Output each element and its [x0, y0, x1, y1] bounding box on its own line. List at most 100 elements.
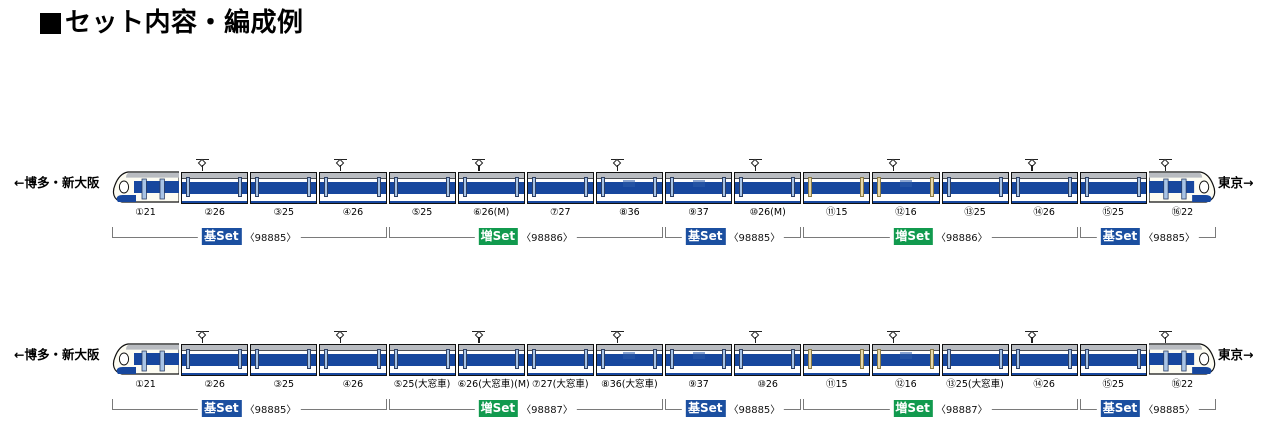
train-car-14 [1010, 330, 1078, 376]
skirt-stripe [942, 372, 1008, 375]
lower-white-stripe [873, 194, 939, 203]
car-body [526, 344, 594, 376]
car-body [457, 344, 525, 376]
upper-white-stripe [527, 351, 593, 354]
lower-white-stripe [527, 366, 593, 375]
car-door [808, 177, 813, 197]
set-bracket-tick [665, 227, 666, 238]
pantograph-icon [610, 330, 624, 343]
roof-stripe [1011, 345, 1077, 351]
car-window-group [623, 180, 636, 187]
lower-white-stripe [804, 194, 870, 203]
set-bracket-add: 増Set 〈98886〉 [388, 222, 663, 246]
set-bracket-tick [1079, 227, 1081, 238]
roof-stripe [251, 173, 317, 179]
car-body [665, 344, 733, 376]
car-number-label: ⑥26(大窓車)(M) [457, 379, 530, 390]
destination-label-right: 東京→ [1218, 347, 1254, 362]
skirt-stripe [251, 200, 317, 203]
set-label-group: 基Set 〈98885〉 [198, 228, 301, 245]
car-door [238, 177, 243, 197]
car-number-label: ⑦27(大窓車) [532, 379, 589, 390]
car-door [1067, 349, 1072, 369]
blue-band-stripe [735, 354, 801, 366]
car-number-label: ⑨37 [688, 207, 709, 218]
roof-stripe [942, 345, 1008, 351]
roof-stripe [251, 345, 317, 351]
set-bracket-base: 基Set 〈98885〉 [1079, 222, 1216, 246]
car-door [583, 177, 588, 197]
basic-set-badge: 基Set [202, 228, 242, 245]
blue-band-stripe [389, 182, 455, 194]
set-label-group: 基Set 〈98885〉 [198, 400, 301, 417]
skirt-stripe [1080, 200, 1146, 203]
lower-white-stripe [389, 194, 455, 203]
upper-white-stripe [1011, 351, 1077, 354]
lower-white-stripe [458, 366, 524, 375]
car-door [393, 349, 398, 369]
skirt-stripe [666, 200, 732, 203]
lower-white-stripe [182, 366, 248, 375]
upper-white-stripe [735, 179, 801, 182]
roof-stripe [666, 173, 732, 179]
car-number-label: ③25 [273, 379, 295, 390]
car-number-label: ②26 [204, 207, 225, 218]
cab-car-profile [112, 343, 180, 375]
car-body [250, 344, 318, 376]
train-car-2 [181, 158, 249, 204]
lower-white-stripe [596, 194, 662, 203]
car-door [462, 177, 467, 197]
car-number-label: ⑯22 [1171, 207, 1194, 218]
set-bracket-tick [112, 227, 113, 238]
lower-white-stripe [458, 194, 524, 203]
set-label-group: 増Set 〈98887〉 [474, 400, 577, 417]
lower-white-stripe [251, 366, 317, 375]
car-door [1067, 177, 1072, 197]
set-label-group: 基Set 〈98885〉 [681, 400, 785, 417]
lower-white-stripe [1011, 366, 1077, 375]
car-number-label: ⑦27 [550, 207, 571, 218]
set-bracket-base: 基Set 〈98885〉 [1079, 394, 1216, 418]
blue-band-stripe [1080, 354, 1146, 366]
destination-label-left: ←博多・新大阪 [14, 175, 100, 190]
car-window-group [692, 180, 705, 187]
set-bracket-tick [388, 227, 390, 238]
train-car-6 [457, 330, 525, 376]
train-car-4 [319, 158, 387, 204]
upper-white-stripe [320, 351, 386, 354]
car-door [929, 177, 934, 197]
car-door [929, 349, 934, 369]
roof-stripe [389, 173, 455, 179]
basic-set-badge: 基Set [685, 228, 726, 245]
roof-stripe [458, 173, 524, 179]
lower-white-stripe [596, 366, 662, 375]
car-number-label: ⑧36 [619, 207, 640, 218]
train-car-10 [734, 330, 802, 376]
set-bracket-row: 基Set 〈98885〉 増Set 〈98886〉 基Set 〈98885〉 増Set 〈98… [112, 222, 1216, 248]
skirt-stripe [596, 372, 662, 375]
skirt-stripe [527, 372, 593, 375]
blue-band-stripe [1080, 182, 1146, 194]
blue-band-stripe [251, 354, 317, 366]
car-door [583, 349, 588, 369]
skirt-stripe [458, 372, 524, 375]
cab-car-profile [112, 171, 180, 203]
car-number-label: ④26 [342, 379, 364, 390]
car-window-group [899, 180, 912, 187]
skirt-stripe [320, 372, 386, 375]
car-door [1084, 349, 1089, 369]
roof-stripe [527, 173, 593, 179]
blue-band-stripe [458, 182, 524, 194]
set-bracket-tick [1076, 227, 1078, 238]
set-bracket-tick [800, 399, 802, 410]
pantograph-icon [887, 158, 901, 171]
roof-stripe [458, 345, 524, 351]
car-door [307, 349, 312, 369]
skirt-stripe [251, 372, 317, 375]
train-car-13 [941, 342, 1009, 376]
train-car-1 [112, 342, 180, 376]
train-car-14 [1010, 158, 1078, 204]
pantograph-icon [472, 158, 486, 171]
car-number-label: ⑮25 [1102, 207, 1125, 218]
car-number-label: ②26 [204, 379, 225, 390]
